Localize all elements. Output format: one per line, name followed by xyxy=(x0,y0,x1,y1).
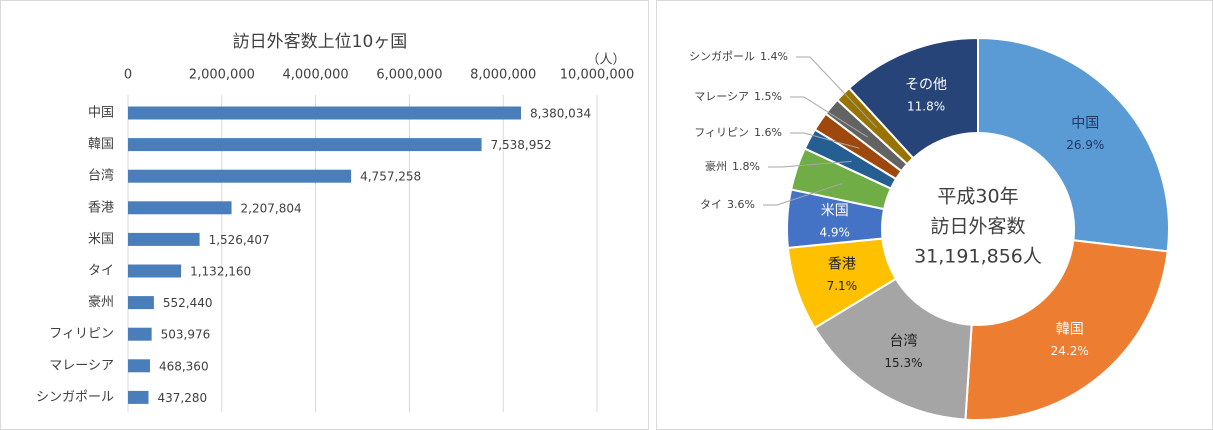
y-tick-label: 豪州 xyxy=(88,294,114,310)
value-label: 552,440 xyxy=(163,296,213,310)
value-label: 4,757,258 xyxy=(360,170,421,184)
value-label: 437,280 xyxy=(158,391,208,405)
slice-value: 24.2% xyxy=(1051,344,1089,358)
slice-label: マレーシア 1.5% xyxy=(694,90,782,103)
bar xyxy=(128,264,182,278)
bar xyxy=(128,169,352,183)
slice-label: シンガポール 1.4% xyxy=(689,50,788,63)
slice-value: 4.9% xyxy=(819,226,850,240)
leader-line xyxy=(763,183,843,206)
slice-category: タイ xyxy=(700,198,722,211)
slice-value: 1.8% xyxy=(732,160,760,173)
leader-line xyxy=(768,160,852,168)
center-text: 平成30年 xyxy=(937,186,1018,208)
slice-category: その他 xyxy=(905,77,947,93)
bar xyxy=(128,390,149,404)
y-tick-label: 韓国 xyxy=(88,137,114,152)
value-label: 1,132,160 xyxy=(190,265,251,279)
slice-category: 香港 xyxy=(828,256,856,272)
y-tick-label: シンガポール xyxy=(36,390,114,405)
bar xyxy=(128,106,522,120)
donut-slice xyxy=(847,36,979,160)
bar xyxy=(128,138,482,152)
slice-category: 米国 xyxy=(821,203,849,219)
y-tick-label: 香港 xyxy=(88,200,114,215)
slice-value: 1.6% xyxy=(754,126,782,139)
slice-value: 11.8% xyxy=(907,100,945,114)
slice-category: シンガポール xyxy=(689,50,755,63)
donut-slice xyxy=(964,239,1169,421)
slice-label: タイ 3.6% xyxy=(700,198,755,211)
slice-category: フィリピン xyxy=(694,126,749,139)
x-tick-label: 8,000,000 xyxy=(470,68,536,83)
slice-value: 15.3% xyxy=(884,356,922,370)
y-tick-label: マレーシア xyxy=(49,358,114,373)
value-label: 2,207,804 xyxy=(241,201,302,215)
slice-value: 1.5% xyxy=(754,90,782,103)
value-label: 7,538,952 xyxy=(491,138,552,152)
slice-category: 豪州 xyxy=(705,159,727,173)
leader-line xyxy=(790,96,869,138)
slice-label: フィリピン 1.6% xyxy=(694,126,782,139)
slice-category: 韓国 xyxy=(1056,321,1084,337)
unit-label: （人） xyxy=(586,53,625,68)
bar xyxy=(128,296,154,310)
slice-label: 豪州 1.8% xyxy=(705,159,760,173)
center-text: 31,191,856人 xyxy=(914,246,1042,268)
y-tick-label: タイ xyxy=(88,264,114,279)
x-tick-label: 2,000,000 xyxy=(189,68,255,83)
value-label: 8,380,034 xyxy=(530,107,591,121)
slice-category: 台湾 xyxy=(889,333,917,350)
bar-panel xyxy=(0,0,649,430)
x-tick-label: 10,000,000 xyxy=(560,68,634,83)
slice-value: 3.6% xyxy=(727,198,755,211)
y-tick-label: 台湾 xyxy=(88,168,114,184)
y-tick-label: フィリピン xyxy=(49,327,114,342)
x-tick-label: 4,000,000 xyxy=(283,68,349,83)
value-label: 1,526,407 xyxy=(209,233,270,247)
slice-category: 中国 xyxy=(1071,116,1099,132)
x-tick-label: 6,000,000 xyxy=(376,68,442,83)
value-label: 468,360 xyxy=(159,359,209,373)
bar xyxy=(128,359,150,373)
x-tick-label: 0 xyxy=(124,68,132,83)
slice-value: 1.4% xyxy=(760,50,788,63)
slice-value: 7.1% xyxy=(827,279,858,293)
y-tick-label: 中国 xyxy=(88,106,114,121)
bar xyxy=(128,201,232,215)
chart-title: 訪日外客数上位10ヶ国 xyxy=(233,32,408,52)
slice-category: マレーシア xyxy=(694,90,749,103)
center-text: 訪日外客数 xyxy=(930,216,1025,238)
donut-slice xyxy=(977,36,1171,253)
bar xyxy=(128,232,200,246)
leader-line xyxy=(796,56,877,128)
y-tick-label: 米国 xyxy=(88,232,114,247)
value-label: 503,976 xyxy=(161,328,211,342)
slice-value: 26.9% xyxy=(1066,138,1104,152)
bar xyxy=(128,327,152,341)
leader-line xyxy=(790,132,860,149)
